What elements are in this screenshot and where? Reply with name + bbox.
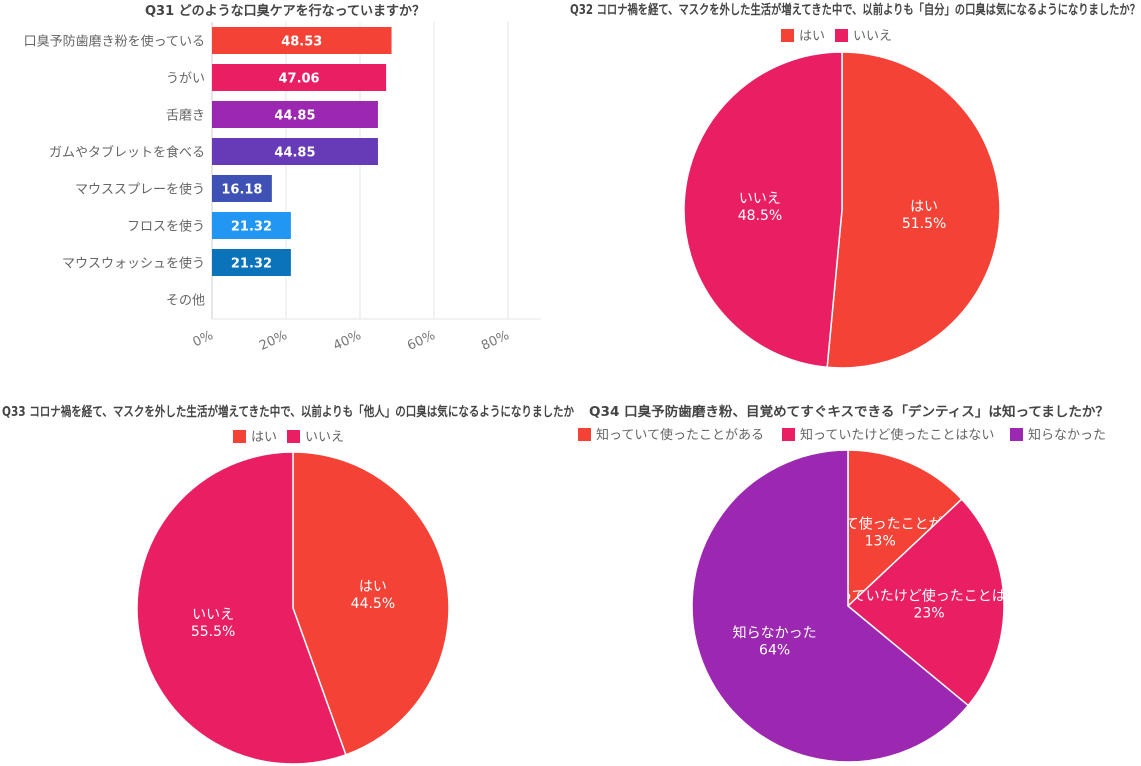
legend-label: はい — [251, 430, 277, 445]
chart-title: Q33 コロナ禍を経て、マスクを外した生活が増えてきた中で、以前よりも「他人」の… — [2, 404, 574, 420]
category-label: マウスウォッシュを使う — [62, 256, 205, 272]
legend-label: いいえ — [305, 430, 344, 445]
bar-chart-q31: Q31 どのような口臭ケアを行なっていますか？ 0% 20% 40% 60% 80% 口臭予… — [24, 3, 541, 354]
legend-swatch — [782, 428, 795, 441]
legend-label: 知らなかった — [1028, 427, 1106, 443]
bar — [212, 138, 378, 165]
legend-swatch — [578, 428, 591, 441]
x-tick-label: 40% — [331, 328, 364, 354]
legend-swatch — [835, 29, 848, 42]
legend-swatch — [781, 29, 794, 42]
pie-slice — [846, 498, 1005, 707]
category-label: フロスを使う — [127, 219, 205, 235]
bar-value-label: 48.53 — [281, 35, 322, 50]
bar — [212, 175, 272, 202]
bar — [212, 27, 392, 54]
legend-swatch — [287, 430, 300, 443]
slice-percent: 44.5% — [351, 596, 395, 612]
category-label: マウススプレーを使う — [75, 182, 205, 198]
bar — [212, 212, 291, 239]
x-tick-label: 80% — [479, 328, 512, 354]
category-label: うがい — [166, 72, 205, 87]
slice-label: 知っていたけど使ったことはない — [824, 587, 1033, 604]
pie-slice — [683, 51, 843, 369]
pie-slice — [136, 451, 347, 765]
slice-label: いいえ — [192, 607, 234, 623]
pie-chart-q32: Q32 コロナ禍を経て、マスクを外した生活が増えてきた中で、以前よりも「自分」の… — [570, 2, 1140, 369]
legend-swatch — [233, 430, 246, 443]
chart-title: Q32 コロナ禍を経て、マスクを外した生活が増えてきた中で、以前よりも「自分」の… — [570, 2, 1140, 18]
pie-slice — [691, 449, 970, 763]
slice-label: はい — [910, 199, 938, 215]
x-tick-label: 60% — [405, 328, 438, 354]
slice-percent: 48.5% — [738, 208, 782, 224]
bar — [212, 101, 378, 128]
chart-title: Q34 口臭予防歯磨き粉、目覚めてすぐキスできる「デンティス」は知ってましたか？ — [589, 404, 1109, 420]
legend-label: 知っていたけど使ったことはない — [800, 427, 994, 443]
bar-value-label: 44.85 — [274, 109, 315, 124]
legend-label: はい — [799, 29, 825, 44]
bar-value-label: 47.06 — [278, 72, 319, 87]
category-label: 舌磨き — [166, 109, 205, 124]
pie-slice — [847, 449, 963, 608]
chart-title: Q31 どのような口臭ケアを行なっていますか？ — [145, 3, 425, 19]
bar-value-label: 21.32 — [231, 220, 272, 235]
x-tick-label: 20% — [257, 328, 290, 354]
slice-label: はい — [359, 579, 387, 595]
legend-label: 知っていて使ったことがある — [596, 427, 764, 443]
bar — [212, 64, 387, 91]
slice-percent: 51.5% — [902, 216, 946, 232]
slice-label: いいえ — [739, 191, 781, 207]
pie-chart-q34: Q34 口臭予防歯磨き粉、目覚めてすぐキスできる「デンティス」は知ってましたか？… — [578, 404, 1109, 763]
pie-chart-q33: Q33 コロナ禍を経て、マスクを外した生活が増えてきた中で、以前よりも「他人」の… — [2, 404, 574, 765]
slice-percent: 64% — [759, 643, 790, 659]
pie-slice — [292, 451, 450, 756]
slice-percent: 13% — [865, 534, 896, 550]
legend-label: いいえ — [853, 29, 892, 44]
bar-value-label: 44.85 — [274, 146, 315, 161]
slice-percent: 55.5% — [191, 624, 235, 640]
bar-value-label: 21.32 — [231, 257, 272, 272]
bar — [212, 249, 291, 276]
bar-value-label: 16.18 — [221, 183, 262, 198]
category-label: 口臭予防歯磨き粉を使っている — [24, 34, 205, 50]
pie-slice — [826, 51, 1001, 369]
slice-percent: 23% — [914, 605, 945, 621]
x-tick-label: 0% — [191, 328, 216, 350]
legend-swatch — [1010, 428, 1023, 441]
category-label: その他 — [166, 294, 205, 309]
slice-label: 知らなかった — [733, 625, 817, 642]
category-label: ガムやタブレットを食べる — [49, 145, 205, 161]
